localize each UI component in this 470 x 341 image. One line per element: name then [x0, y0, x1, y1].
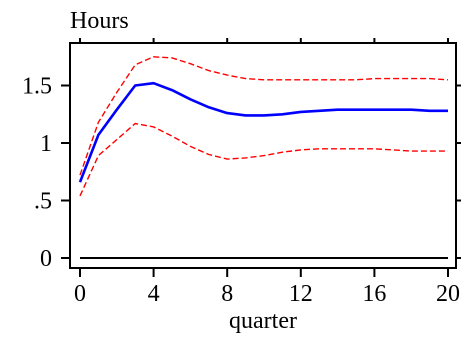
- x-tick-label: 12: [289, 281, 313, 307]
- x-tick-label: 0: [74, 281, 86, 307]
- x-tick-label: 4: [148, 281, 160, 307]
- y-tick-label: 1: [40, 131, 52, 157]
- chart-title: Hours: [70, 8, 129, 34]
- series-line-upper-bound: [79, 56, 449, 176]
- x-tick-label: 16: [362, 281, 386, 307]
- x-tick-label: 8: [221, 281, 233, 307]
- plot-frame: [69, 42, 457, 269]
- y-tick-label: .5: [34, 189, 52, 215]
- x-axis-label: quarter: [229, 308, 297, 334]
- y-tick-label: 1.5: [22, 74, 52, 100]
- axis-ticks: 0 4 8 12 16 20 0 .5 1 1.5: [22, 38, 461, 307]
- x-tick-label: 20: [436, 281, 460, 307]
- series-layer: [78, 56, 449, 259]
- series-line-lower-bound: [79, 122, 448, 197]
- series-line-point-estimate: [78, 81, 448, 183]
- y-tick-label: 0: [40, 246, 52, 272]
